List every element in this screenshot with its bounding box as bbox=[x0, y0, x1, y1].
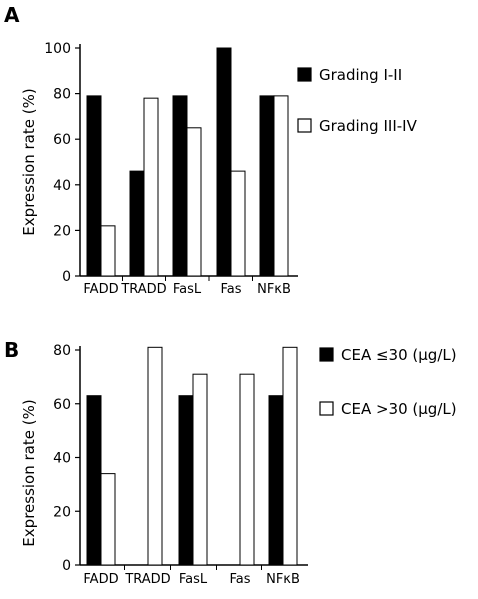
panel-b-plot: 0 20 40 60 80 FADD TRADD FasL Fas NFκB bbox=[53, 343, 308, 587]
panel-a-y-tick-label: 100 bbox=[44, 41, 71, 57]
panel-a-legend: Grading I-II Grading III-IV bbox=[297, 66, 418, 135]
panel-a-legend-swatch bbox=[297, 67, 312, 82]
panel-b: B Expression rate (%) 0 20 40 60 80 FADD TRADD… bbox=[4, 338, 457, 587]
panel-a-y-axis-label: Expression rate (%) bbox=[20, 88, 38, 235]
panel-a: A Expression rate (%) 0 20 40 60 80 100 FADD TR… bbox=[4, 3, 418, 297]
panel-b-y-tick-label: 20 bbox=[53, 504, 71, 520]
panel-b-bar bbox=[239, 373, 255, 566]
panel-a-y-tick-label: 40 bbox=[53, 178, 71, 194]
panel-b-y-tick-label: 40 bbox=[53, 451, 71, 467]
panel-b-legend-label: CEA ≤30 (μg/L) bbox=[341, 346, 457, 364]
panel-b-legend-label: CEA >30 (μg/L) bbox=[341, 400, 457, 418]
panel-a-y-tick-label: 0 bbox=[62, 269, 71, 285]
panel-b-legend: CEA ≤30 (μg/L) CEA >30 (μg/L) bbox=[319, 346, 457, 418]
panel-b-legend-swatch bbox=[319, 347, 334, 362]
panel-a-letter: A bbox=[4, 3, 20, 27]
panel-b-y-axis-label: Expression rate (%) bbox=[20, 399, 38, 546]
panel-b-y-tick-label: 80 bbox=[53, 343, 71, 359]
panel-b-category-label: FasL bbox=[179, 572, 208, 587]
panel-b-category-label: NFκB bbox=[266, 572, 300, 587]
panel-a-bar bbox=[86, 95, 102, 277]
panel-a-plot: 0 20 40 60 80 100 FADD TRADD FasL Fas NFκB bbox=[44, 41, 298, 297]
panel-b-category-label: TRADD bbox=[124, 572, 170, 587]
panel-b-bar bbox=[178, 395, 194, 566]
panel-a-category-label: Fas bbox=[220, 282, 241, 297]
panel-b-y-tick-label: 60 bbox=[53, 397, 71, 413]
panel-a-category-label: FasL bbox=[173, 282, 202, 297]
panel-b-legend-swatch bbox=[319, 401, 334, 416]
panel-b-bar bbox=[282, 346, 298, 566]
panel-a-bar bbox=[143, 97, 159, 277]
panel-b-bar bbox=[147, 346, 163, 566]
panel-a-y-tick-label: 60 bbox=[53, 132, 71, 148]
panel-a-legend-label: Grading III-IV bbox=[319, 117, 418, 135]
panel-a-y-tick-label: 20 bbox=[53, 223, 71, 239]
panel-a-bar bbox=[129, 170, 145, 277]
panel-a-y-tick-label: 80 bbox=[53, 87, 71, 103]
panel-a-bar bbox=[230, 170, 246, 277]
panel-b-y-tick-label: 0 bbox=[62, 558, 71, 574]
panel-b-bar bbox=[268, 395, 284, 566]
panel-b-letter: B bbox=[4, 338, 19, 362]
panel-b-bar bbox=[86, 395, 102, 566]
panel-a-category-label: NFκB bbox=[257, 282, 291, 297]
panel-a-bar bbox=[100, 225, 116, 277]
panel-a-legend-swatch bbox=[297, 118, 312, 133]
panel-a-category-label: FADD bbox=[83, 282, 118, 297]
panel-b-category-label: Fas bbox=[229, 572, 250, 587]
panel-a-bar bbox=[259, 95, 275, 277]
panel-a-bar bbox=[216, 47, 232, 277]
panel-a-category-label: TRADD bbox=[120, 282, 166, 297]
panel-a-bar bbox=[186, 127, 202, 277]
panel-a-bar bbox=[172, 95, 188, 277]
panel-b-category-label: FADD bbox=[83, 572, 118, 587]
panel-b-bar bbox=[192, 373, 208, 566]
panel-b-bar bbox=[100, 473, 116, 566]
panel-a-legend-label: Grading I-II bbox=[319, 66, 402, 84]
panel-a-bar bbox=[273, 95, 289, 277]
